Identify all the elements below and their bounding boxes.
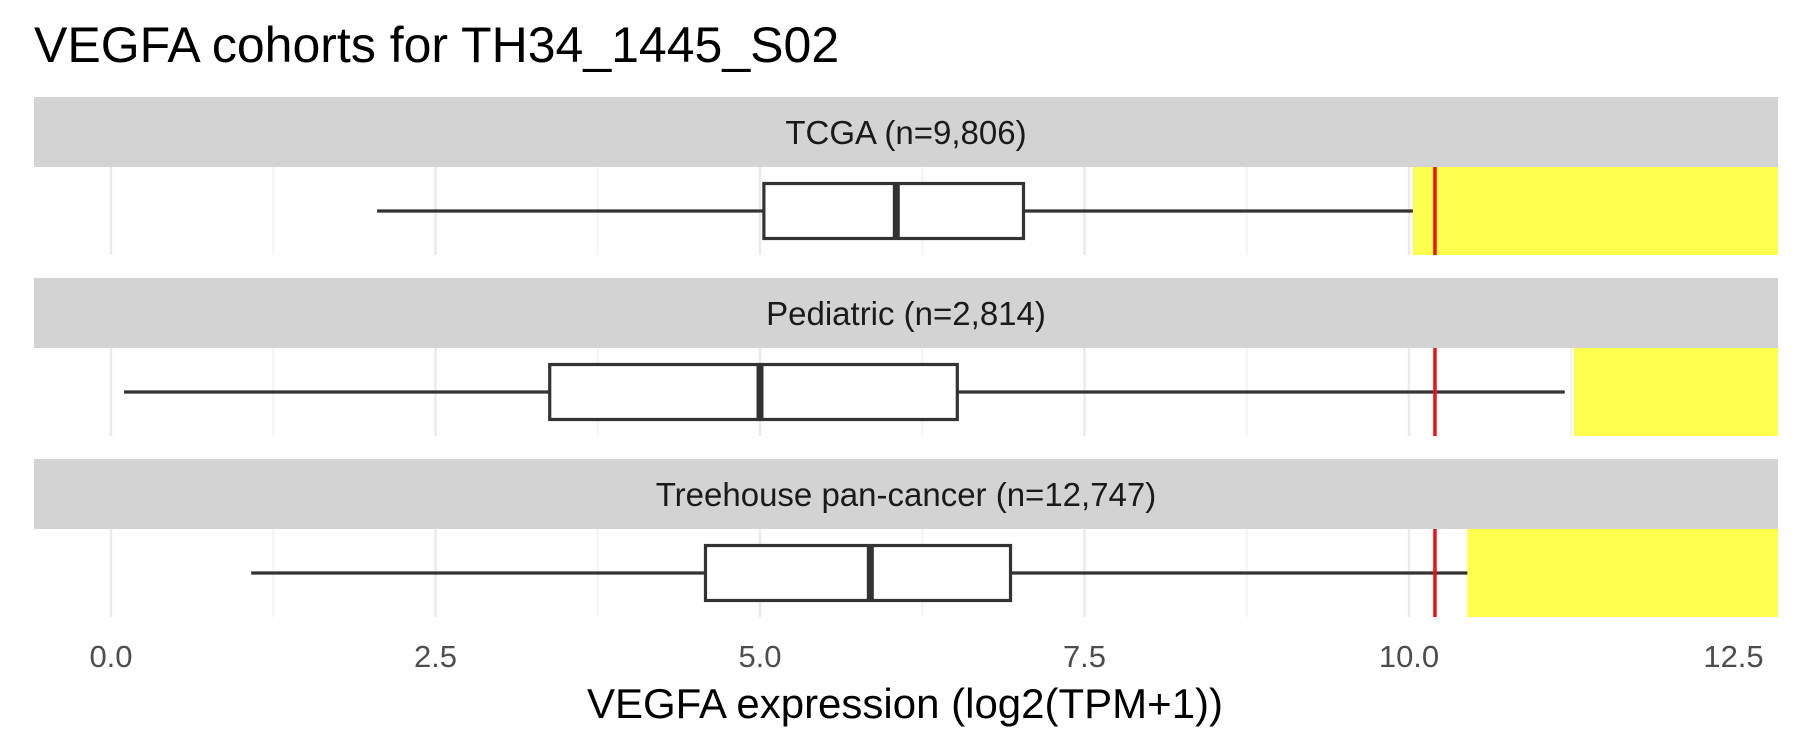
facet-strip-label: Pediatric (n=2,814) bbox=[766, 295, 1046, 332]
facet-panel: Pediatric (n=2,814) bbox=[34, 278, 1778, 436]
x-tick-label: 12.5 bbox=[1703, 639, 1763, 674]
facet-panel: Treehouse pan-cancer (n=12,747) bbox=[34, 459, 1778, 617]
x-tick-label: 0.0 bbox=[89, 639, 132, 674]
facet-strip bbox=[34, 278, 1778, 348]
highlight-range bbox=[1573, 348, 1778, 436]
facet-strip-label: Treehouse pan-cancer (n=12,747) bbox=[656, 476, 1157, 513]
x-tick-label: 7.5 bbox=[1063, 639, 1106, 674]
x-axis: 0.0 2.5 5.0 7.5 10.0 12.5 bbox=[89, 639, 1763, 674]
facet-panel: TCGA (n=9,806) bbox=[34, 97, 1778, 255]
x-tick-label: 5.0 bbox=[738, 639, 781, 674]
x-axis-title: VEGFA expression (log2(TPM+1)) bbox=[587, 680, 1223, 727]
highlight-range bbox=[1467, 529, 1778, 617]
facet-strip-label: TCGA (n=9,806) bbox=[785, 114, 1026, 151]
iqr-box bbox=[703, 543, 1013, 603]
x-tick-label: 10.0 bbox=[1379, 639, 1439, 674]
highlight-range bbox=[1412, 167, 1778, 255]
facet-strip bbox=[34, 459, 1778, 529]
x-tick-label: 2.5 bbox=[414, 639, 457, 674]
chart-title: VEGFA cohorts for TH34_1445_S02 bbox=[34, 17, 839, 73]
facet-panels: TCGA (n=9,806) Pediatric (n=2,814) Treehou… bbox=[34, 97, 1778, 617]
iqr-box bbox=[548, 362, 959, 422]
facet-strip bbox=[34, 97, 1778, 167]
